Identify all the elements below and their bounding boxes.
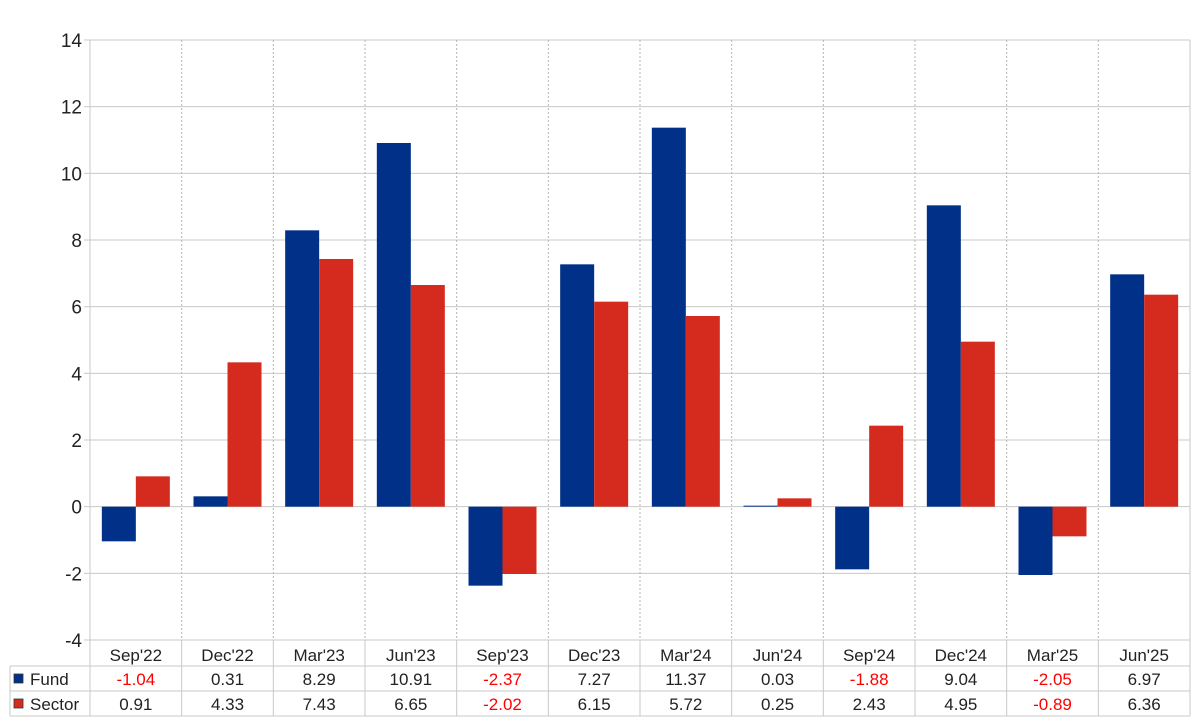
x-tick-label: Mar'23 (293, 646, 344, 665)
data-label-fund: -1.88 (850, 670, 889, 689)
y-tick-label: 4 (71, 364, 82, 385)
data-label-sector: 0.25 (761, 695, 794, 714)
bar-fund (101, 506, 136, 542)
y-tick-label: 14 (61, 31, 83, 52)
bar-fund (926, 205, 961, 507)
bar-sector (685, 316, 720, 507)
bar-sector (594, 301, 629, 507)
bar-fund (193, 496, 228, 507)
bar-fund (1018, 506, 1053, 575)
x-tick-label: Sep'22 (110, 646, 162, 665)
y-tick-label: 10 (61, 164, 82, 185)
x-tick-label: Jun'24 (753, 646, 803, 665)
data-label-sector: 6.36 (1128, 695, 1161, 714)
data-label-sector: 2.43 (853, 695, 886, 714)
x-tick-label: Mar'24 (660, 646, 711, 665)
data-label-fund: 7.27 (578, 670, 611, 689)
y-tick-label: 0 (71, 498, 82, 519)
y-axis: 14 12 10 8 6 4 2 0 -2 -4 (61, 31, 90, 652)
bar-fund (1110, 274, 1145, 507)
data-label-sector: -0.89 (1033, 695, 1072, 714)
bar-fund (651, 127, 686, 507)
data-label-sector: 4.95 (944, 695, 977, 714)
x-tick-label: Jun'23 (386, 646, 436, 665)
x-tick-label: Dec'22 (201, 646, 253, 665)
bar-sector (227, 362, 262, 507)
y-tick-label: 8 (71, 231, 82, 252)
data-label-fund: 8.29 (303, 670, 336, 689)
data-label-fund: -2.37 (483, 670, 522, 689)
legend-label-sector: Sector (30, 695, 79, 714)
y-tick-label: -2 (65, 564, 82, 585)
bar-fund (468, 506, 503, 586)
data-label-fund: 9.04 (944, 670, 977, 689)
bar-fund (285, 230, 320, 507)
x-tick-label: Sep'23 (476, 646, 528, 665)
bar-sector (777, 498, 812, 507)
bar-sector (502, 506, 537, 574)
bar-sector (869, 425, 904, 507)
bar-sector (1052, 506, 1087, 537)
x-tick-label: Mar'25 (1027, 646, 1078, 665)
x-tick-label: Sep'24 (843, 646, 895, 665)
bar-fund (743, 505, 778, 507)
y-tick-label: 2 (71, 431, 82, 452)
data-label-fund: 0.03 (761, 670, 794, 689)
data-table: Sep'22 Dec'22 Mar'23 Jun'23 Sep'23 Dec'23 Mar'… (9, 640, 1191, 717)
data-label-sector: 5.72 (669, 695, 702, 714)
bar-sector (319, 259, 354, 507)
data-label-sector: -2.02 (483, 695, 522, 714)
data-label-fund: 11.37 (665, 670, 706, 689)
bar-fund (560, 264, 595, 507)
bar-sector (410, 285, 445, 507)
data-label-fund: 0.31 (211, 670, 244, 689)
bars (101, 127, 1179, 586)
x-tick-label: Jun'25 (1119, 646, 1169, 665)
x-tick-label: Dec'24 (935, 646, 987, 665)
legend-swatch-fund (13, 673, 24, 684)
data-label-fund: 6.97 (1128, 670, 1161, 689)
data-label-fund: -2.05 (1033, 670, 1072, 689)
y-tick-label: 12 (61, 98, 82, 119)
bar-sector (960, 341, 995, 507)
bar-fund (835, 506, 870, 570)
data-label-sector: 4.33 (211, 695, 244, 714)
bar-sector (135, 476, 170, 507)
legend-label-fund: Fund (30, 670, 69, 689)
x-tick-label: Dec'23 (568, 646, 620, 665)
data-label-sector: 6.15 (578, 695, 611, 714)
y-tick-label: -4 (65, 631, 82, 652)
data-label-sector: 6.65 (394, 695, 427, 714)
bar-fund (376, 143, 411, 507)
legend-swatch-sector (13, 698, 24, 709)
y-tick-label: 6 (71, 298, 82, 319)
data-label-fund: -1.04 (116, 670, 155, 689)
grid (89, 39, 1191, 641)
data-label-fund: 10.91 (390, 670, 433, 689)
bar-sector (1144, 294, 1179, 507)
data-label-sector: 0.91 (119, 695, 152, 714)
data-label-sector: 7.43 (303, 695, 336, 714)
